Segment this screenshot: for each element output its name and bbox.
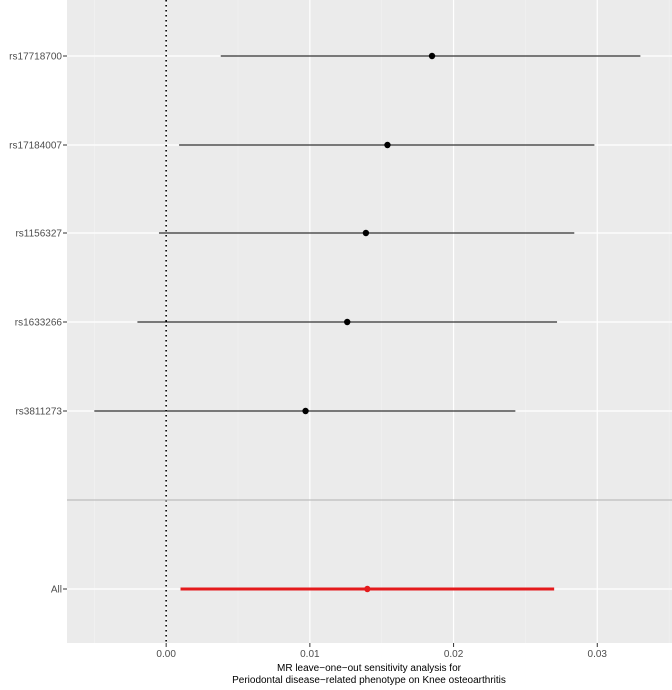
estimate-point	[344, 318, 351, 326]
y-tick-label-all: All	[51, 585, 62, 596]
snp-labels: rs17718700 rs17184007 rs1156327 rs1633266 rs…	[9, 52, 67, 596]
x-tick-label: 0.00	[156, 649, 176, 660]
x-tick-label: 0.03	[588, 649, 608, 660]
x-axis-ticks: 0.00 0.01 0.02 0.03	[156, 643, 607, 660]
x-axis-title-line-2: Periodontal disease−related phenotype on…	[232, 675, 506, 686]
y-tick-label: rs1633266	[15, 318, 63, 329]
x-tick-label: 0.02	[444, 649, 464, 660]
overall-estimate-point	[364, 585, 371, 593]
y-tick-label: rs17184007	[9, 141, 62, 152]
estimate-point	[428, 52, 436, 60]
x-axis-title-line-1: MR leave−one−out sensitivity analysis fo…	[277, 663, 462, 674]
y-tick-label: rs1156327	[15, 229, 62, 240]
estimate-point	[302, 407, 309, 415]
x-tick-label: 0.01	[300, 649, 320, 660]
estimate-point	[384, 141, 391, 149]
estimate-marks	[94, 52, 641, 593]
y-tick-label: rs3811273	[15, 407, 62, 418]
estimate-point	[362, 229, 370, 237]
y-tick-label: rs17718700	[9, 52, 62, 63]
